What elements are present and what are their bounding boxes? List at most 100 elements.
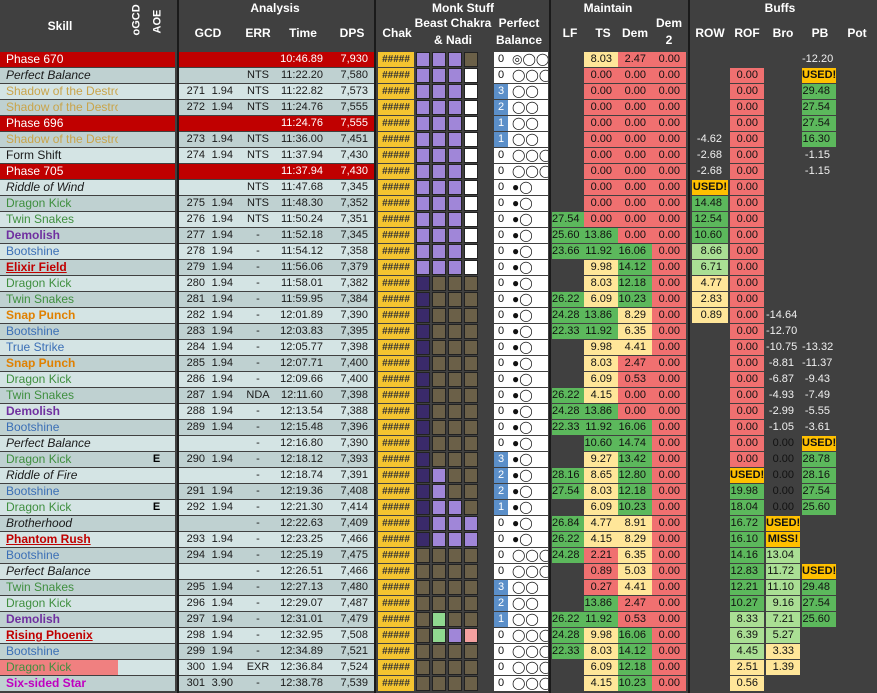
beast-chakra-box <box>432 276 446 291</box>
rof-buff-cell: 8.33 <box>730 612 764 627</box>
dem2-header: Dem <box>655 16 682 30</box>
gcd-count: 273 <box>179 132 211 147</box>
beast-chakra-box <box>416 132 430 147</box>
bro-buff-cell: MISS! <box>766 532 800 547</box>
pot-buff-cell <box>838 340 874 355</box>
err-cell: - <box>239 228 277 243</box>
beast-chakra-box <box>432 468 446 483</box>
aoe-cell <box>138 292 175 307</box>
beast-chakra-box <box>416 644 430 659</box>
beast-chakra-box <box>416 404 430 419</box>
dem-cell: 0.53 <box>618 372 652 387</box>
err-header: ERR <box>245 26 271 40</box>
gcd-value: 1.94 <box>211 388 239 403</box>
rof-buff-cell: 0.56 <box>730 676 764 691</box>
pb-buff-cell <box>802 180 836 195</box>
gcd-value <box>211 180 239 195</box>
beast-chakra-box <box>464 484 478 499</box>
dem2-cell: 0.00 <box>652 212 686 227</box>
gcd-value: 1.94 <box>211 84 239 99</box>
ts-cell: 8.03 <box>584 356 618 371</box>
ts-cell: 0.89 <box>584 564 618 579</box>
dem-cell: 2.47 <box>618 52 652 67</box>
beast-chakra-box <box>464 436 478 451</box>
beast-chakra-box <box>448 228 462 243</box>
gcd-count: 276 <box>179 212 211 227</box>
rof-buff-cell: 0.00 <box>730 276 764 291</box>
rof-buff-cell: 10.27 <box>730 596 764 611</box>
rof-buff-cell: 0.00 <box>730 148 764 163</box>
gcd-count: 288 <box>179 404 211 419</box>
perfect-count: 0 <box>494 340 508 355</box>
beast-chakra-box <box>432 196 446 211</box>
dem-cell: 0.00 <box>618 100 652 115</box>
dem2-cell: 0.00 <box>652 260 686 275</box>
gcd-value: 1.94 <box>211 404 239 419</box>
perfect-count: 1 <box>494 116 508 131</box>
beast-chakra-box <box>432 244 446 259</box>
beast-chakra-box <box>432 596 446 611</box>
perfect-count: 0 <box>494 52 508 67</box>
dem-cell: 0.00 <box>618 84 652 99</box>
dem-cell: 14.12 <box>618 644 652 659</box>
pb-buff-cell: -9.43 <box>804 373 830 385</box>
gcd-value: 1.94 <box>211 292 239 307</box>
ts-cell: 0.00 <box>584 116 618 131</box>
beast-chakra-box <box>432 100 446 115</box>
perfect-count: 0 <box>494 180 508 195</box>
rof-buff-cell: 14.16 <box>730 548 764 563</box>
time-cell: 12:16.80 <box>277 436 329 451</box>
gcd-count <box>179 436 211 451</box>
perfect-count: 0 <box>494 164 508 179</box>
time-cell: 12:15.48 <box>277 420 329 435</box>
pb-buff-cell <box>802 228 836 243</box>
perfect-dots: ●◯ <box>508 308 548 323</box>
gcd-count: 301 <box>179 676 211 691</box>
bro-buff-cell: -12.70 <box>766 325 798 337</box>
dem2-cell: 0.00 <box>652 420 686 435</box>
chakra-cell: ##### <box>378 388 414 403</box>
beast-chakra-box <box>464 132 478 147</box>
beast-chakra-box <box>448 356 462 371</box>
row-buff-cell <box>692 660 728 675</box>
pb-buff-cell <box>802 212 836 227</box>
time-cell: 11:24.76 <box>277 116 329 131</box>
gcd-value: 1.94 <box>211 228 239 243</box>
beast-chakra-box <box>464 260 478 275</box>
bro-buff-cell <box>766 196 800 211</box>
row-buff-cell: USED! <box>692 180 728 195</box>
dps-cell: 7,573 <box>329 84 374 99</box>
row-buff-cell <box>692 532 728 547</box>
dps-cell: 7,390 <box>329 308 374 323</box>
perfect-count: 2 <box>494 596 508 611</box>
ogcd-cell <box>118 628 138 643</box>
chakra-cell: ##### <box>378 548 414 563</box>
chakra-cell: ##### <box>378 84 414 99</box>
rof-buff-cell: 6.39 <box>730 628 764 643</box>
ts-cell: 0.00 <box>584 84 618 99</box>
err-cell: - <box>239 516 277 531</box>
perfect-dots: ●◯ <box>508 244 548 259</box>
lf-cell <box>552 100 584 115</box>
row-buff-cell: 8.66 <box>692 244 728 259</box>
dem-cell: 0.00 <box>618 148 652 163</box>
row-buff-cell <box>692 468 728 483</box>
pb-buff-cell: 25.60 <box>802 612 836 627</box>
err-cell: - <box>239 612 277 627</box>
chakra-cell: ##### <box>378 340 414 355</box>
dem2-cell: 0.00 <box>652 164 686 179</box>
ts-cell: 6.09 <box>584 292 618 307</box>
aoe-cell <box>138 52 175 67</box>
perfect-count: 3 <box>494 452 508 467</box>
err-cell: - <box>239 324 277 339</box>
rof-buff-cell: 0.00 <box>730 180 764 195</box>
lf-cell <box>552 596 584 611</box>
rof-buff-cell: 0.00 <box>730 68 764 83</box>
perfect-count: 0 <box>494 628 508 643</box>
rof-buff-cell: 0.00 <box>730 404 764 419</box>
row-buff-cell <box>692 644 728 659</box>
time-cell: 11:22.20 <box>277 68 329 83</box>
err-cell: - <box>239 420 277 435</box>
beast-chakra-box <box>464 324 478 339</box>
ts-cell: 4.15 <box>584 388 618 403</box>
